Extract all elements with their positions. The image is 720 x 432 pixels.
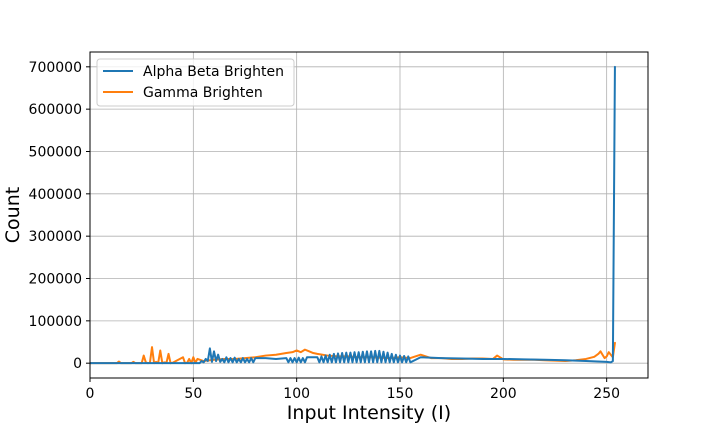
x-axis-ticks: 0 50 100 150 200 250 (86, 378, 620, 402)
y-tick-label: 500000 (29, 144, 82, 160)
series-line-alpha-beta (90, 65, 616, 365)
legend-box (96, 58, 295, 107)
y-tick-label: 100000 (29, 314, 82, 330)
y-axis-label: Count (2, 187, 24, 243)
y-tick-label: 700000 (29, 60, 82, 76)
x-tick-label: 200 (490, 386, 517, 402)
y-axis-ticks: 0 100000 200000 300000 400000 500000 600000 700… (29, 60, 90, 372)
y-tick-label: 300000 (29, 229, 82, 245)
x-tick-label: 50 (184, 386, 202, 402)
legend-label-alpha-beta: Alpha Beta Brighten (143, 64, 284, 80)
y-tick-label: 600000 (29, 102, 82, 118)
plot-frame (89, 51, 649, 379)
x-tick-label: 150 (387, 386, 414, 402)
x-tick-label: 250 (593, 386, 620, 402)
grid-lines (89, 52, 648, 378)
plot-area (90, 65, 616, 365)
y-tick-label: 200000 (29, 272, 82, 288)
y-tick-label: 400000 (29, 187, 82, 203)
x-axis-label: Input Intensity (I) (287, 402, 451, 424)
legend-label-gamma: Gamma Brighten (143, 85, 263, 101)
series-layer (90, 65, 616, 365)
legend: Alpha Beta Brighten Gamma Brighten (96, 58, 295, 107)
x-tick-label: 0 (86, 386, 95, 402)
x-tick-label: 100 (283, 386, 310, 402)
y-tick-label: 0 (73, 356, 82, 372)
